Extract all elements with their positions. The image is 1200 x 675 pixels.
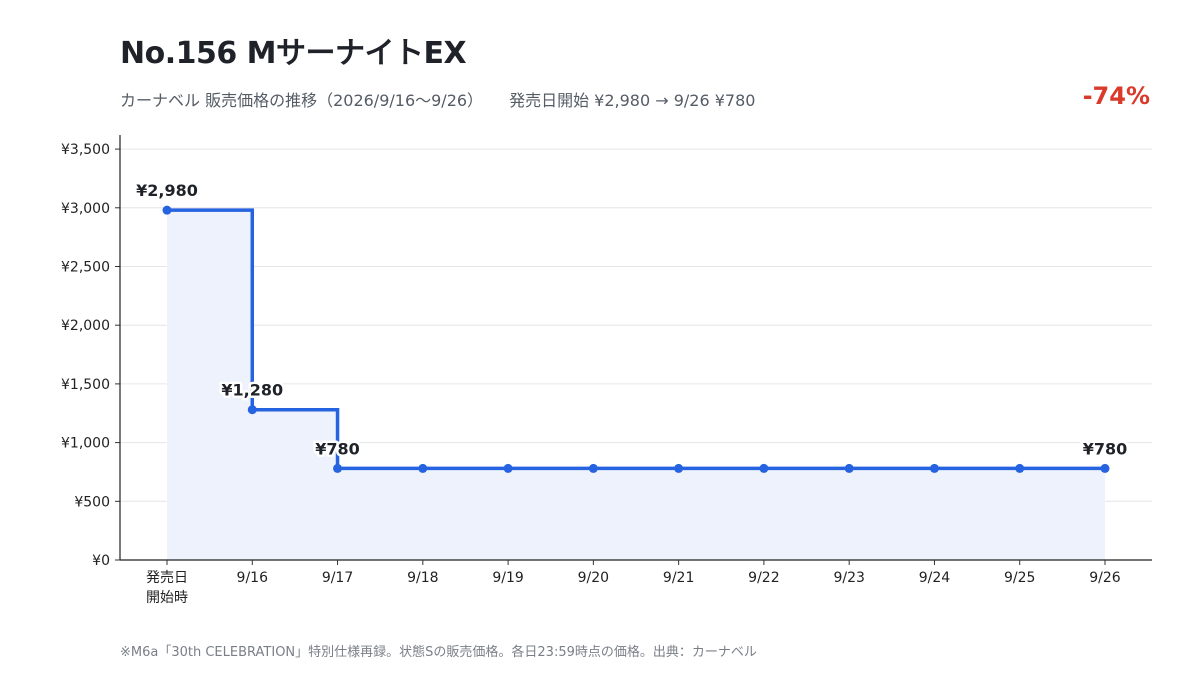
x-tick-label: 9/22 [748, 570, 779, 586]
x-tick-label: 9/20 [578, 570, 609, 586]
data-point [333, 463, 343, 473]
data-point [247, 405, 257, 415]
price-change-badge: -74% [1082, 82, 1150, 110]
y-tick-label: ¥2,500 [61, 259, 110, 275]
y-tick-label: ¥1,000 [61, 436, 110, 452]
data-labels: ¥2,980¥2,980¥1,280¥1,280¥780¥780 ¥780¥780 [134, 179, 1130, 461]
data-point [674, 463, 684, 473]
data-point [929, 463, 939, 473]
area-fill-layer [167, 210, 1105, 560]
x-tick-label: 9/23 [833, 570, 864, 586]
x-tick-label: 9/25 [1004, 570, 1035, 586]
footnote: ※M6a「30th CELEBRATION」特別仕様再録。状態Sの販売価格。各日… [120, 645, 757, 660]
data-point [418, 463, 428, 473]
data-point [162, 205, 172, 215]
data-point [759, 463, 769, 473]
data-label: ¥780 [1083, 439, 1128, 458]
area-fill [167, 210, 1105, 560]
data-label-halo: ¥780 [315, 439, 360, 458]
x-tick-label: 発売日開始時 [146, 570, 188, 606]
axes [115, 135, 1152, 565]
y-tick-label: ¥2,000 [61, 318, 110, 334]
data-point [1015, 463, 1025, 473]
y-tick-label: ¥1,500 [61, 377, 110, 393]
x-tick-label-line: 開始時 [146, 590, 188, 606]
data-label: ¥780 [315, 439, 360, 458]
data-label: ¥2,980 [136, 181, 198, 200]
y-tick-labels: ¥0 ¥500 ¥1,000 ¥1,500 ¥2,000 ¥2,500 ¥3,000 ¥3,5… [61, 142, 110, 569]
chart-subtitle: カーナベル 販売価格の推移（2026/9/16〜9/26） 発売日開始 ¥2,98… [120, 87, 755, 111]
y-tick-label: ¥3,500 [61, 142, 110, 158]
x-tick-label: 9/21 [663, 570, 694, 586]
x-tick-label: 9/19 [492, 570, 523, 586]
chart-title: No.156 MサーナイトEX [120, 36, 467, 71]
data-label-halo: ¥1,280 [221, 381, 283, 400]
subtitle-text: カーナベル 販売価格の推移（2026/9/16〜9/26） [120, 91, 484, 110]
price-step-line [167, 208, 1105, 471]
y-tick-label: ¥0 [92, 553, 110, 569]
x-tick-label-line: 発売日 [146, 570, 188, 586]
data-label-halo: ¥2,980 [136, 181, 198, 200]
data-point [844, 463, 854, 473]
x-tick-label: 9/17 [322, 570, 353, 586]
data-point [503, 463, 513, 473]
data-point [1100, 463, 1110, 473]
data-label-halo: ¥780 [1083, 439, 1128, 458]
y-tick-label: ¥500 [74, 494, 110, 510]
x-tick-labels: 発売日開始時 9/16 9/17 9/18 9/19 9/20 9/21 9/22 9/23 9/… [146, 570, 1121, 606]
price-summary: 発売日開始 ¥2,980 → 9/26 ¥780 [509, 91, 756, 110]
x-tick-label: 9/16 [237, 570, 269, 586]
price-line-layer [167, 208, 1105, 471]
x-tick-label: 9/18 [407, 570, 438, 586]
data-points [162, 205, 1110, 473]
x-tick-label: 9/26 [1089, 570, 1121, 586]
x-tick-label: 9/24 [919, 570, 951, 586]
data-label: ¥1,280 [221, 381, 283, 400]
y-tick-label: ¥3,000 [61, 201, 110, 217]
data-point [588, 463, 598, 473]
